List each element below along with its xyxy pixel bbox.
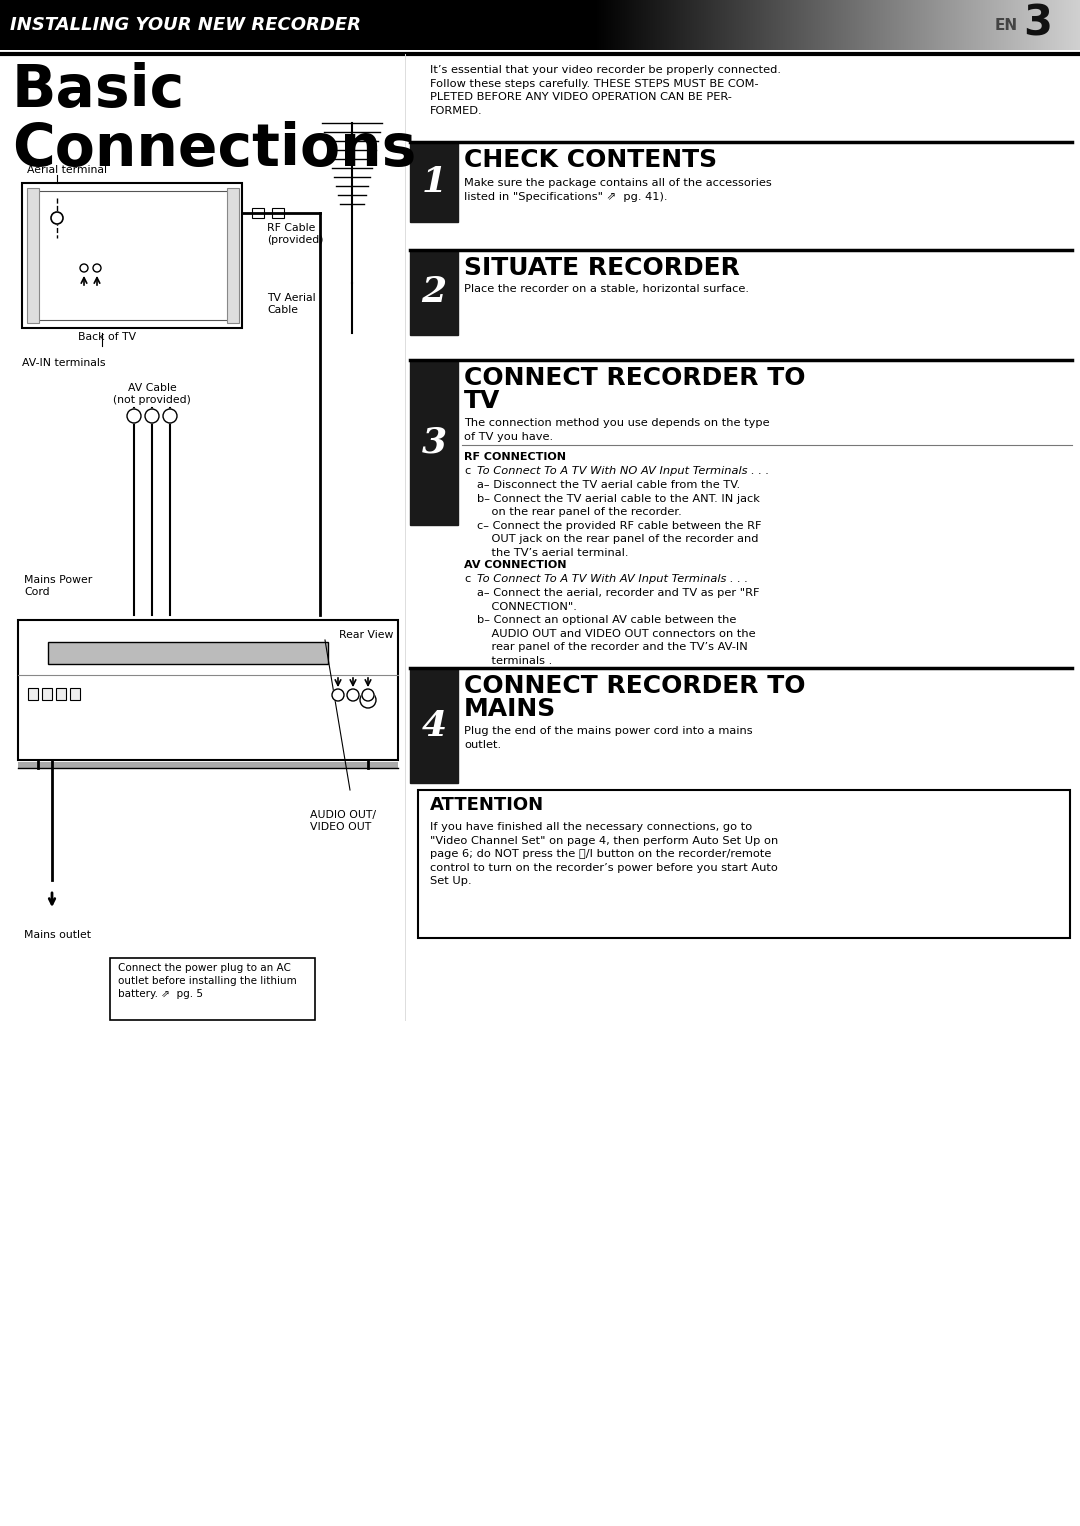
Bar xyxy=(410,668,458,783)
Circle shape xyxy=(163,409,177,423)
Bar xyxy=(28,688,38,700)
Bar xyxy=(227,188,239,324)
Bar xyxy=(110,958,315,1019)
Text: RF Cable
(provided): RF Cable (provided) xyxy=(267,223,324,244)
Bar xyxy=(18,620,399,760)
Text: RF CONNECTION: RF CONNECTION xyxy=(464,452,566,462)
Text: 4: 4 xyxy=(421,708,446,743)
Text: EN: EN xyxy=(995,17,1018,32)
Text: Mains outlet: Mains outlet xyxy=(24,929,91,940)
Text: AV Cable
(not provided): AV Cable (not provided) xyxy=(113,383,191,404)
Bar xyxy=(48,642,328,664)
Text: ATTENTION: ATTENTION xyxy=(430,797,544,813)
Bar xyxy=(272,208,284,218)
Text: Aerial terminal: Aerial terminal xyxy=(27,165,107,175)
Circle shape xyxy=(347,690,359,700)
Text: AV-IN terminals: AV-IN terminals xyxy=(22,359,106,368)
Text: Mains Power
Cord: Mains Power Cord xyxy=(24,575,92,597)
Bar xyxy=(56,688,66,700)
Circle shape xyxy=(93,264,102,272)
Bar xyxy=(410,250,458,336)
Text: CONNECT RECORDER TO
TV: CONNECT RECORDER TO TV xyxy=(464,366,806,414)
Text: Connect the power plug to an AC
outlet before installing the lithium
battery. ⇗ : Connect the power plug to an AC outlet b… xyxy=(118,963,297,1000)
Text: To Connect To A TV With NO AV Input Terminals . . .: To Connect To A TV With NO AV Input Term… xyxy=(477,465,769,476)
Text: Back of TV: Back of TV xyxy=(78,333,136,342)
Circle shape xyxy=(145,409,159,423)
Text: c: c xyxy=(464,465,470,476)
Bar xyxy=(410,142,458,221)
Text: 3: 3 xyxy=(1023,3,1052,44)
Text: 2: 2 xyxy=(421,276,446,310)
Text: Make sure the package contains all of the accessories
listed in "Specifications": Make sure the package contains all of th… xyxy=(464,179,772,201)
Text: AUDIO OUT/
VIDEO OUT: AUDIO OUT/ VIDEO OUT xyxy=(310,810,376,832)
Bar xyxy=(27,188,39,324)
Bar xyxy=(418,790,1070,938)
Bar xyxy=(70,688,80,700)
Bar xyxy=(18,761,399,768)
Text: If you have finished all the necessary connections, go to
"Video Channel Set" on: If you have finished all the necessary c… xyxy=(430,823,779,887)
Bar xyxy=(252,208,264,218)
Text: c: c xyxy=(464,574,470,584)
Text: CHECK CONTENTS: CHECK CONTENTS xyxy=(464,148,717,172)
Text: Plug the end of the mains power cord into a mains
outlet.: Plug the end of the mains power cord int… xyxy=(464,726,753,749)
Circle shape xyxy=(332,690,345,700)
Text: CONNECT RECORDER TO
MAINS: CONNECT RECORDER TO MAINS xyxy=(464,674,806,722)
Text: Rear View: Rear View xyxy=(339,630,393,639)
Text: 3: 3 xyxy=(421,426,446,459)
Text: TV Aerial
Cable: TV Aerial Cable xyxy=(267,293,315,314)
Bar xyxy=(42,688,52,700)
Text: Place the recorder on a stable, horizontal surface.: Place the recorder on a stable, horizont… xyxy=(464,284,750,295)
Bar xyxy=(30,191,234,320)
Text: a– Disconnect the TV aerial cable from the TV.
b– Connect the TV aerial cable to: a– Disconnect the TV aerial cable from t… xyxy=(477,481,761,559)
Text: a– Connect the aerial, recorder and TV as per "RF
    CONNECTION".
b– Connect an: a– Connect the aerial, recorder and TV a… xyxy=(477,588,759,665)
Circle shape xyxy=(80,264,87,272)
Bar xyxy=(22,183,242,328)
Text: 1: 1 xyxy=(421,165,446,198)
Text: SITUATE RECORDER: SITUATE RECORDER xyxy=(464,256,740,279)
Circle shape xyxy=(51,212,63,224)
Text: The connection method you use depends on the type
of TV you have.: The connection method you use depends on… xyxy=(464,418,770,441)
Text: Basic
Connections: Basic Connections xyxy=(12,63,417,179)
Text: INSTALLING YOUR NEW RECORDER: INSTALLING YOUR NEW RECORDER xyxy=(10,15,361,34)
Circle shape xyxy=(360,691,376,708)
Text: It’s essential that your video recorder be properly connected.
Follow these step: It’s essential that your video recorder … xyxy=(430,66,781,116)
Text: AV CONNECTION: AV CONNECTION xyxy=(464,560,567,571)
Circle shape xyxy=(127,409,141,423)
Text: To Connect To A TV With AV Input Terminals . . .: To Connect To A TV With AV Input Termina… xyxy=(477,574,748,584)
Circle shape xyxy=(362,690,374,700)
Bar xyxy=(410,360,458,525)
